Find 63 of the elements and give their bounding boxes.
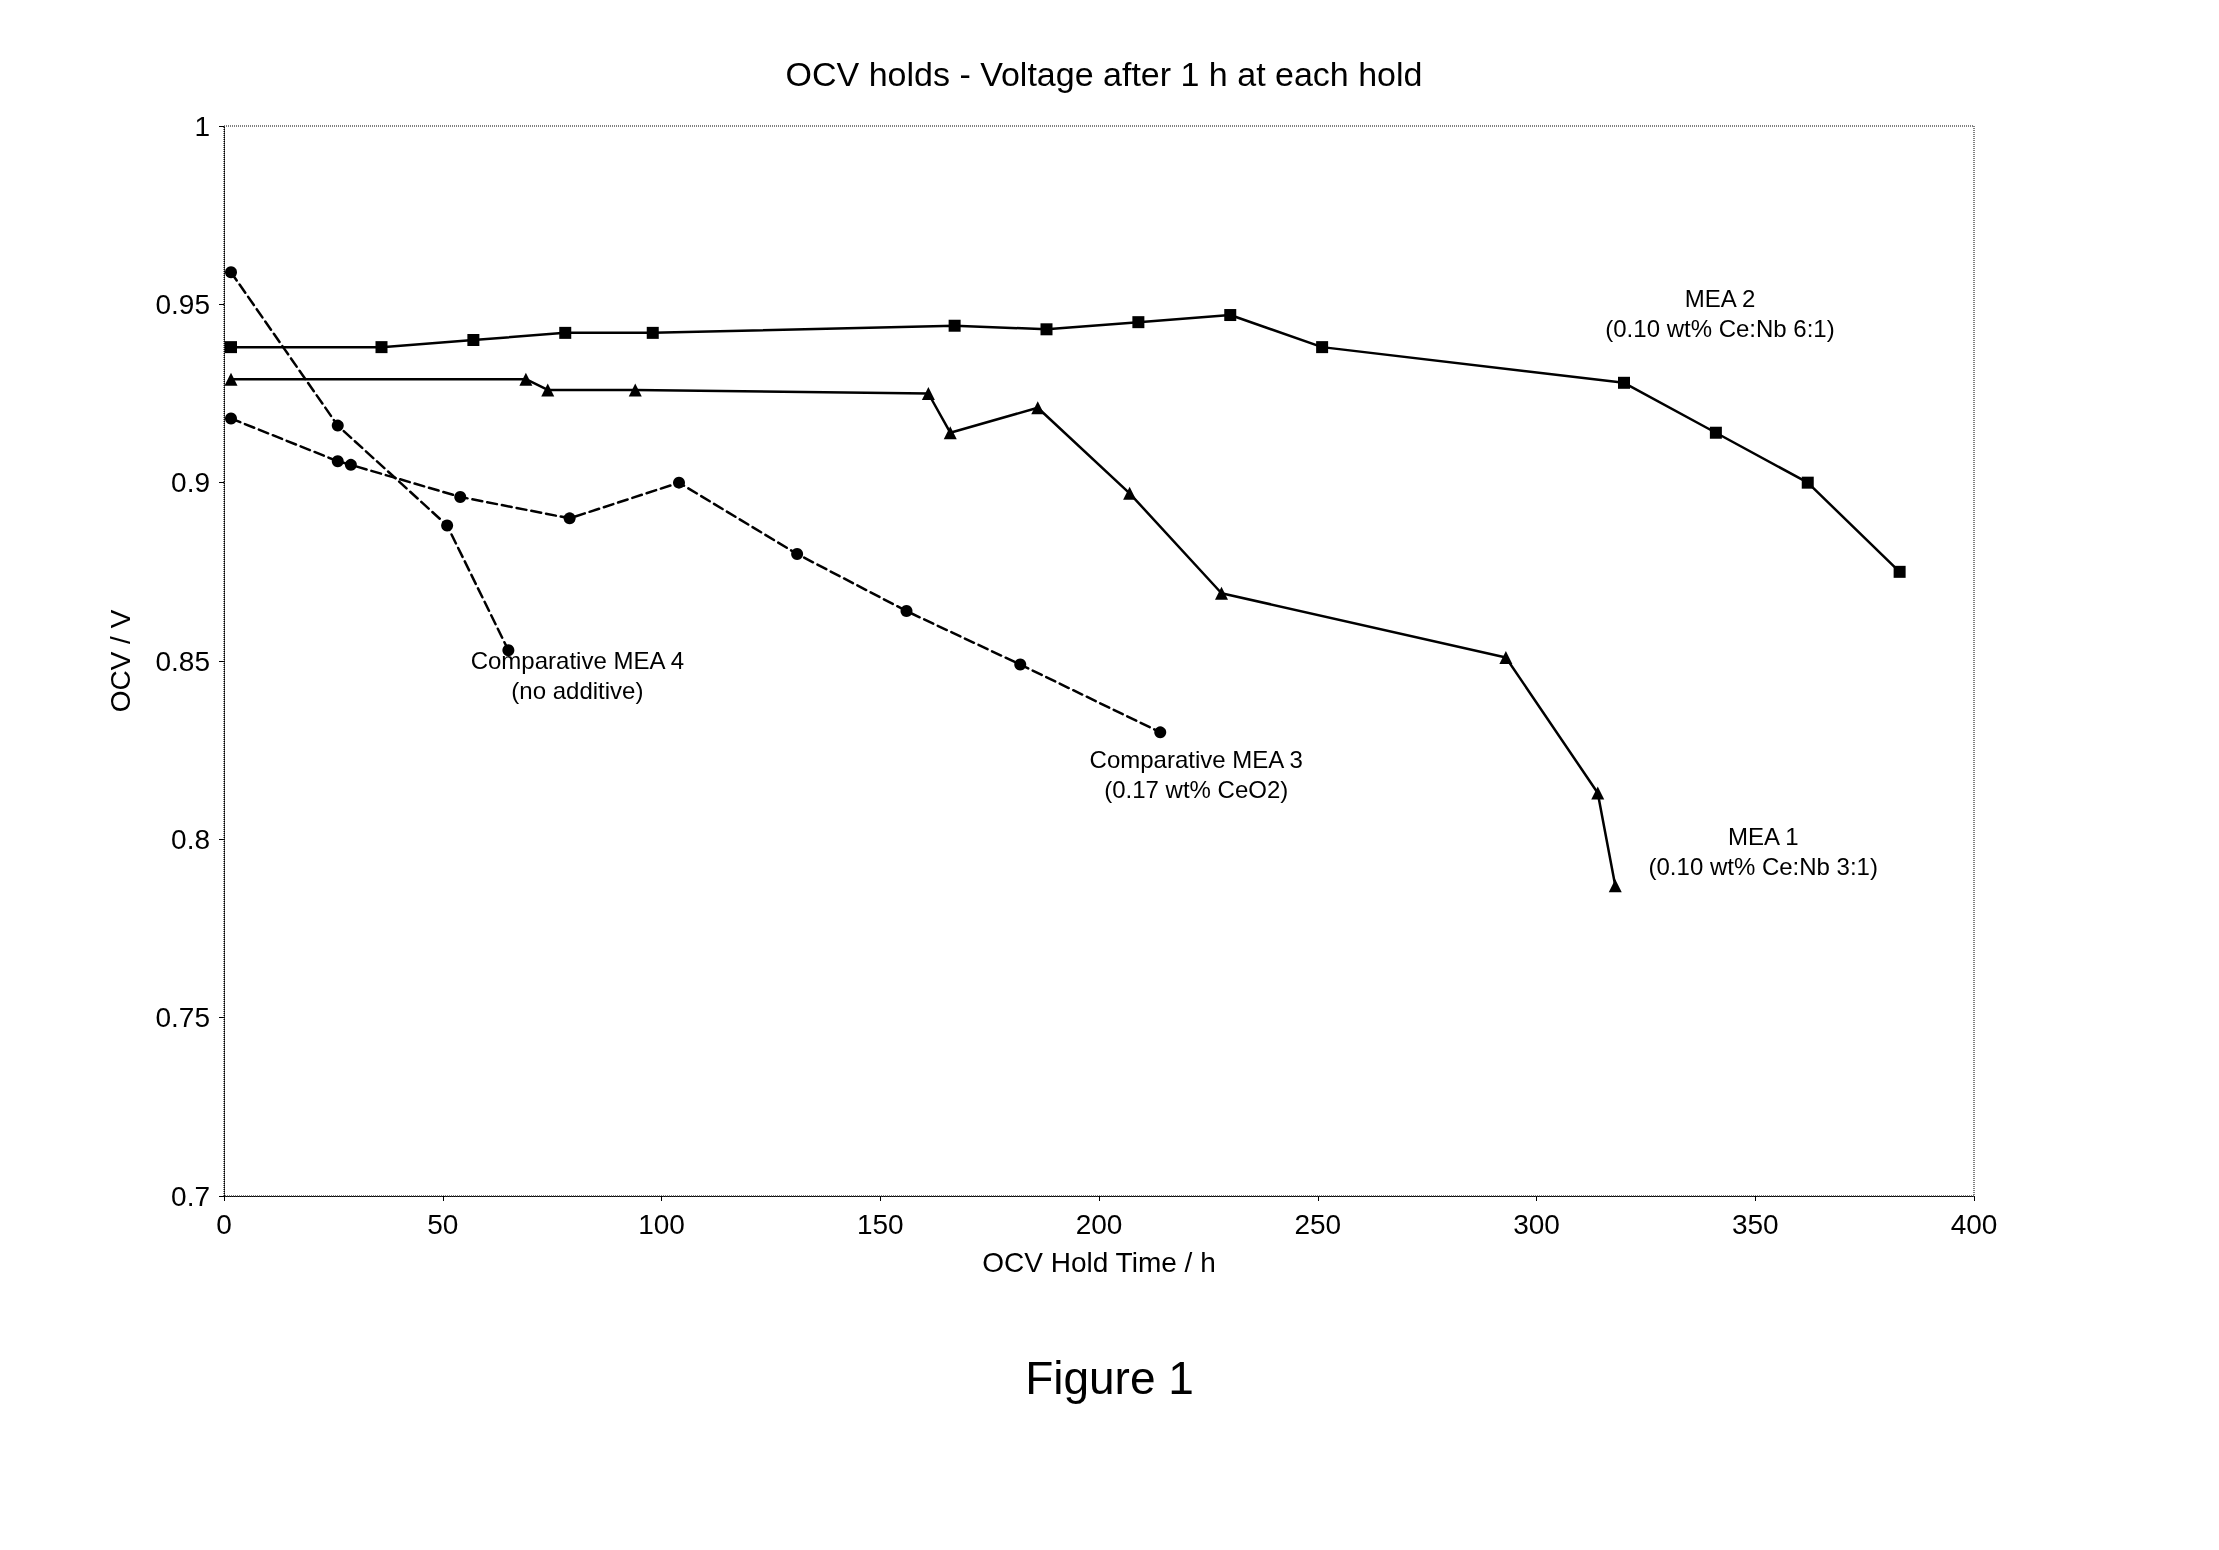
series-label: MEA 2 (0.10 wt% Ce:Nb 6:1) [1605,285,1835,343]
caption: Figure 1 [1025,1352,1194,1404]
point [1224,309,1237,322]
x-tick-label: 0 [216,1208,232,1240]
series-label: Comparative MEA 4 (no additive) [470,646,685,704]
point [1608,879,1622,893]
point [1031,401,1045,415]
x-tick-label: 350 [1731,1208,1779,1240]
point [1618,376,1630,389]
chart-title: OCV holds - Voltage after 1 h at each hold [785,55,1423,93]
y-tick-label: 0.7 [171,1180,210,1212]
point [563,512,576,525]
y-tick-label: 0.75 [155,1002,210,1034]
point [1591,786,1605,800]
point [441,519,454,532]
point [921,387,935,400]
x-axis-title: OCV Hold Time / h [982,1246,1216,1278]
y-axis-title: OCV / V [104,609,136,713]
point [224,372,238,386]
point [1123,486,1137,500]
point [1154,726,1167,739]
point [900,605,913,618]
x-tick-label: 150 [856,1208,904,1240]
point [331,419,344,432]
point [559,326,572,339]
point [344,458,357,471]
point [1709,426,1722,439]
point [1215,586,1228,600]
x-tick-label: 200 [1075,1208,1123,1240]
point [673,476,685,489]
point [331,455,344,468]
series-label: Comparative MEA 3 (0.17 wt% CeO2) [1089,745,1303,803]
point [943,426,957,440]
point [541,383,555,397]
point [628,383,642,397]
point [454,490,467,503]
y-tick-label: 0.8 [171,823,210,855]
point [646,326,659,339]
x-tick-label: 400 [1950,1208,1998,1240]
point [1316,341,1329,354]
y-tick-label: 0.85 [155,645,210,677]
point [1040,323,1053,336]
point [375,341,388,354]
x-tick-label: 50 [427,1208,459,1240]
point [1893,565,1906,578]
point [791,548,804,560]
y-tick-label: 0.95 [155,288,210,320]
point [1801,476,1814,489]
point [225,266,237,279]
y-tick-label: 1 [194,110,210,142]
y-tick-label: 0.9 [171,467,210,499]
point [225,412,237,425]
point [948,319,961,332]
point [1014,658,1027,671]
x-tick-label: 300 [1513,1208,1560,1240]
point [1499,650,1513,664]
point [225,341,237,354]
x-tick-label: 250 [1294,1208,1342,1240]
point [467,334,480,346]
point [1132,316,1145,329]
point [519,372,533,386]
x-tick-label: 100 [638,1208,685,1240]
series-label: MEA 1 (0.10 wt% Ce:Nb 3:1) [1648,823,1878,881]
